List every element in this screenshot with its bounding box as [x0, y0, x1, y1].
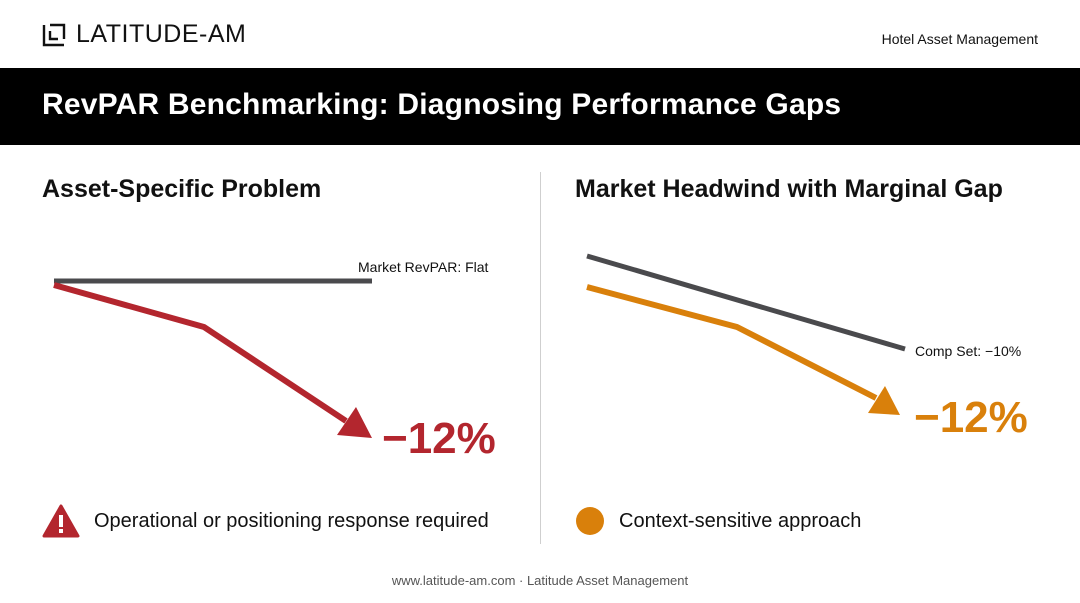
logo: LATITUDE-AM [42, 20, 246, 49]
left-reference-label: Market RevPAR: Flat [358, 259, 489, 275]
right-reference-label: Comp Set: −10% [915, 343, 1022, 359]
title-bar: RevPAR Benchmarking: Diagnosing Performa… [0, 68, 1080, 145]
right-asset-arrowhead [868, 386, 900, 415]
warning-triangle-icon [42, 504, 80, 538]
logo-text: LATITUDE-AM [76, 20, 247, 48]
right-panel-heading: Market Headwind with Marginal Gap [575, 175, 1003, 203]
right-note: Context-sensitive approach [575, 506, 861, 536]
left-note-text: Operational or positioning response requ… [94, 509, 489, 532]
right-note-text: Context-sensitive approach [619, 509, 862, 532]
panel-divider [540, 172, 541, 544]
left-note: Operational or positioning response requ… [42, 504, 489, 538]
left-asset-arrowhead [337, 407, 372, 438]
right-compset-line [586, 253, 906, 352]
page-title: RevPAR Benchmarking: Diagnosing Performa… [42, 88, 842, 121]
right-asset-line [586, 284, 878, 401]
left-asset-line [53, 282, 348, 424]
orange-dot-icon [576, 507, 604, 535]
left-change-value: −12% [382, 414, 496, 463]
right-change-value: −12% [914, 393, 1028, 442]
header-tagline: Hotel Asset Management [881, 31, 1038, 47]
footer: www.latitude-am.com · Latitude Asset Man… [391, 573, 689, 588]
left-panel-heading: Asset-Specific Problem [42, 175, 322, 203]
logo-mark-icon [42, 23, 66, 46]
